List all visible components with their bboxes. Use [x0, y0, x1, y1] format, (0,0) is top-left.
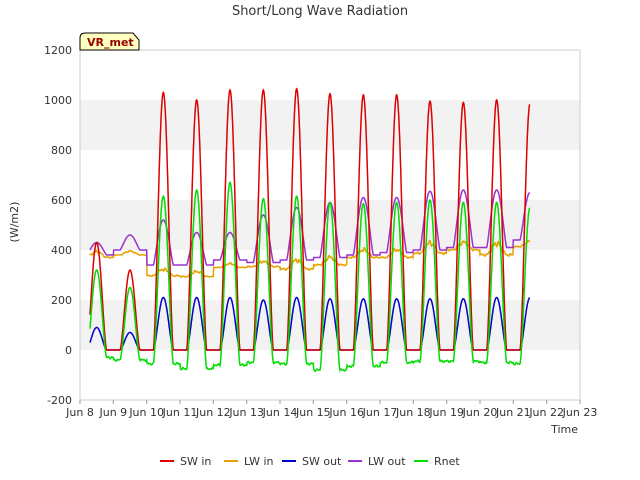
x-tick-label: Jun 16	[328, 406, 364, 419]
x-tick-label: Jun 22	[528, 406, 564, 419]
vr-met-badge-label: VR_met	[87, 36, 134, 49]
legend: SW in LW in SW out LW out Rnet	[160, 455, 460, 468]
x-tick-label: Jun 23	[562, 406, 598, 419]
y-axis-ticks: -200 0 200 400 600 800 1000 1200	[44, 44, 72, 407]
grid-band	[80, 200, 580, 250]
grid-band	[80, 150, 580, 200]
series-line-rnet	[89, 181, 531, 373]
x-tick-label: Jun 18	[395, 406, 431, 419]
x-tick-label: Jun 19	[428, 406, 464, 419]
y-axis-label: (W/m2)	[8, 202, 21, 243]
legend-item: LW out	[348, 455, 406, 468]
y-tick-label: -200	[47, 394, 72, 407]
y-tick-label: 1200	[44, 44, 72, 57]
grid-band	[80, 300, 580, 350]
x-tick-label: Jun 15	[295, 406, 331, 419]
y-tick-label: 0	[65, 344, 72, 357]
plot-frame	[79, 49, 581, 401]
x-tick-label: Jun 13	[228, 406, 264, 419]
legend-item: LW in	[224, 455, 274, 468]
x-tick-label: Jun 17	[362, 406, 398, 419]
x-tick-label: Jun 8	[65, 406, 94, 419]
x-tick-label: Jun 20	[462, 406, 498, 419]
series-line-lw-in	[89, 239, 531, 278]
legend-item: SW in	[160, 455, 211, 468]
x-tick-label: Jun 14	[262, 406, 298, 419]
plot-lines	[89, 87, 531, 373]
series-line-lw-out	[89, 189, 531, 266]
x-tick-label: Jun 11	[162, 406, 198, 419]
y-tick-label: 600	[51, 194, 72, 207]
legend-item: SW out	[282, 455, 342, 468]
grid-band	[80, 350, 580, 400]
x-axis-label: Time	[550, 423, 578, 436]
legend-item: Rnet	[414, 455, 460, 468]
legend-label: LW out	[368, 455, 406, 468]
x-tick-label: Jun 10	[128, 406, 164, 419]
x-tick-label: Jun 9	[98, 406, 127, 419]
x-tick-label: Jun 12	[195, 406, 231, 419]
series-line-sw-in	[89, 87, 531, 351]
legend-label: SW in	[180, 455, 211, 468]
legend-label: SW out	[302, 455, 342, 468]
legend-label: Rnet	[434, 455, 460, 468]
chart-title: Short/Long Wave Radiation	[232, 4, 408, 19]
y-tick-label: 800	[51, 144, 72, 157]
x-tick-label: Jun 21	[495, 406, 531, 419]
y-tick-label: 400	[51, 244, 72, 257]
legend-label: LW in	[244, 455, 274, 468]
y-tick-label: 200	[51, 294, 72, 307]
vr-met-badge: VR_met	[79, 32, 140, 51]
grid-band	[80, 100, 580, 150]
y-tick-label: 1000	[44, 94, 72, 107]
